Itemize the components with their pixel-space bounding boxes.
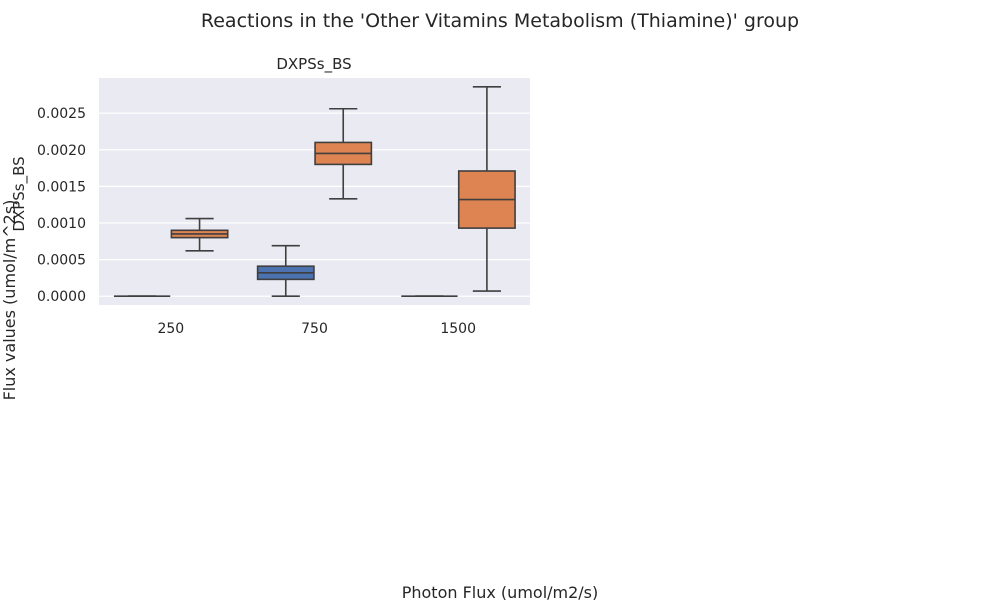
box-plot: [170, 217, 229, 252]
box-plot: [314, 107, 373, 200]
subplot-title: DXPSs_BS: [276, 55, 351, 74]
x-tick-label: 1500: [440, 321, 476, 337]
x-ticks: 250 750 1500: [157, 321, 476, 337]
y-tick-label: 0.0020: [37, 143, 86, 159]
y-tick-label: 0.0005: [37, 253, 86, 269]
y-axis-label: DXPSs_BS: [10, 156, 29, 231]
y-tick-label: 0.0025: [37, 106, 86, 122]
x-tick-label: 250: [157, 321, 184, 337]
y-tick-label: 0.0015: [37, 179, 86, 195]
box-plots: [113, 85, 516, 298]
y-tick-label: 0.0010: [37, 216, 86, 232]
box-plot: [256, 244, 315, 298]
y-ticks: 0.0000 0.0005 0.0010 0.0015 0.0020 0.0025: [37, 106, 86, 305]
box-plot: [457, 85, 516, 292]
x-tick-label: 750: [301, 321, 328, 337]
figure-title: Reactions in the 'Other Vitamins Metabol…: [201, 10, 799, 32]
y-tick-label: 0.0000: [37, 289, 86, 305]
figure-x-label: Photon Flux (umol/m2/s): [402, 583, 599, 600]
figure-y-label: Flux values (umol/m^2s): [0, 200, 19, 401]
